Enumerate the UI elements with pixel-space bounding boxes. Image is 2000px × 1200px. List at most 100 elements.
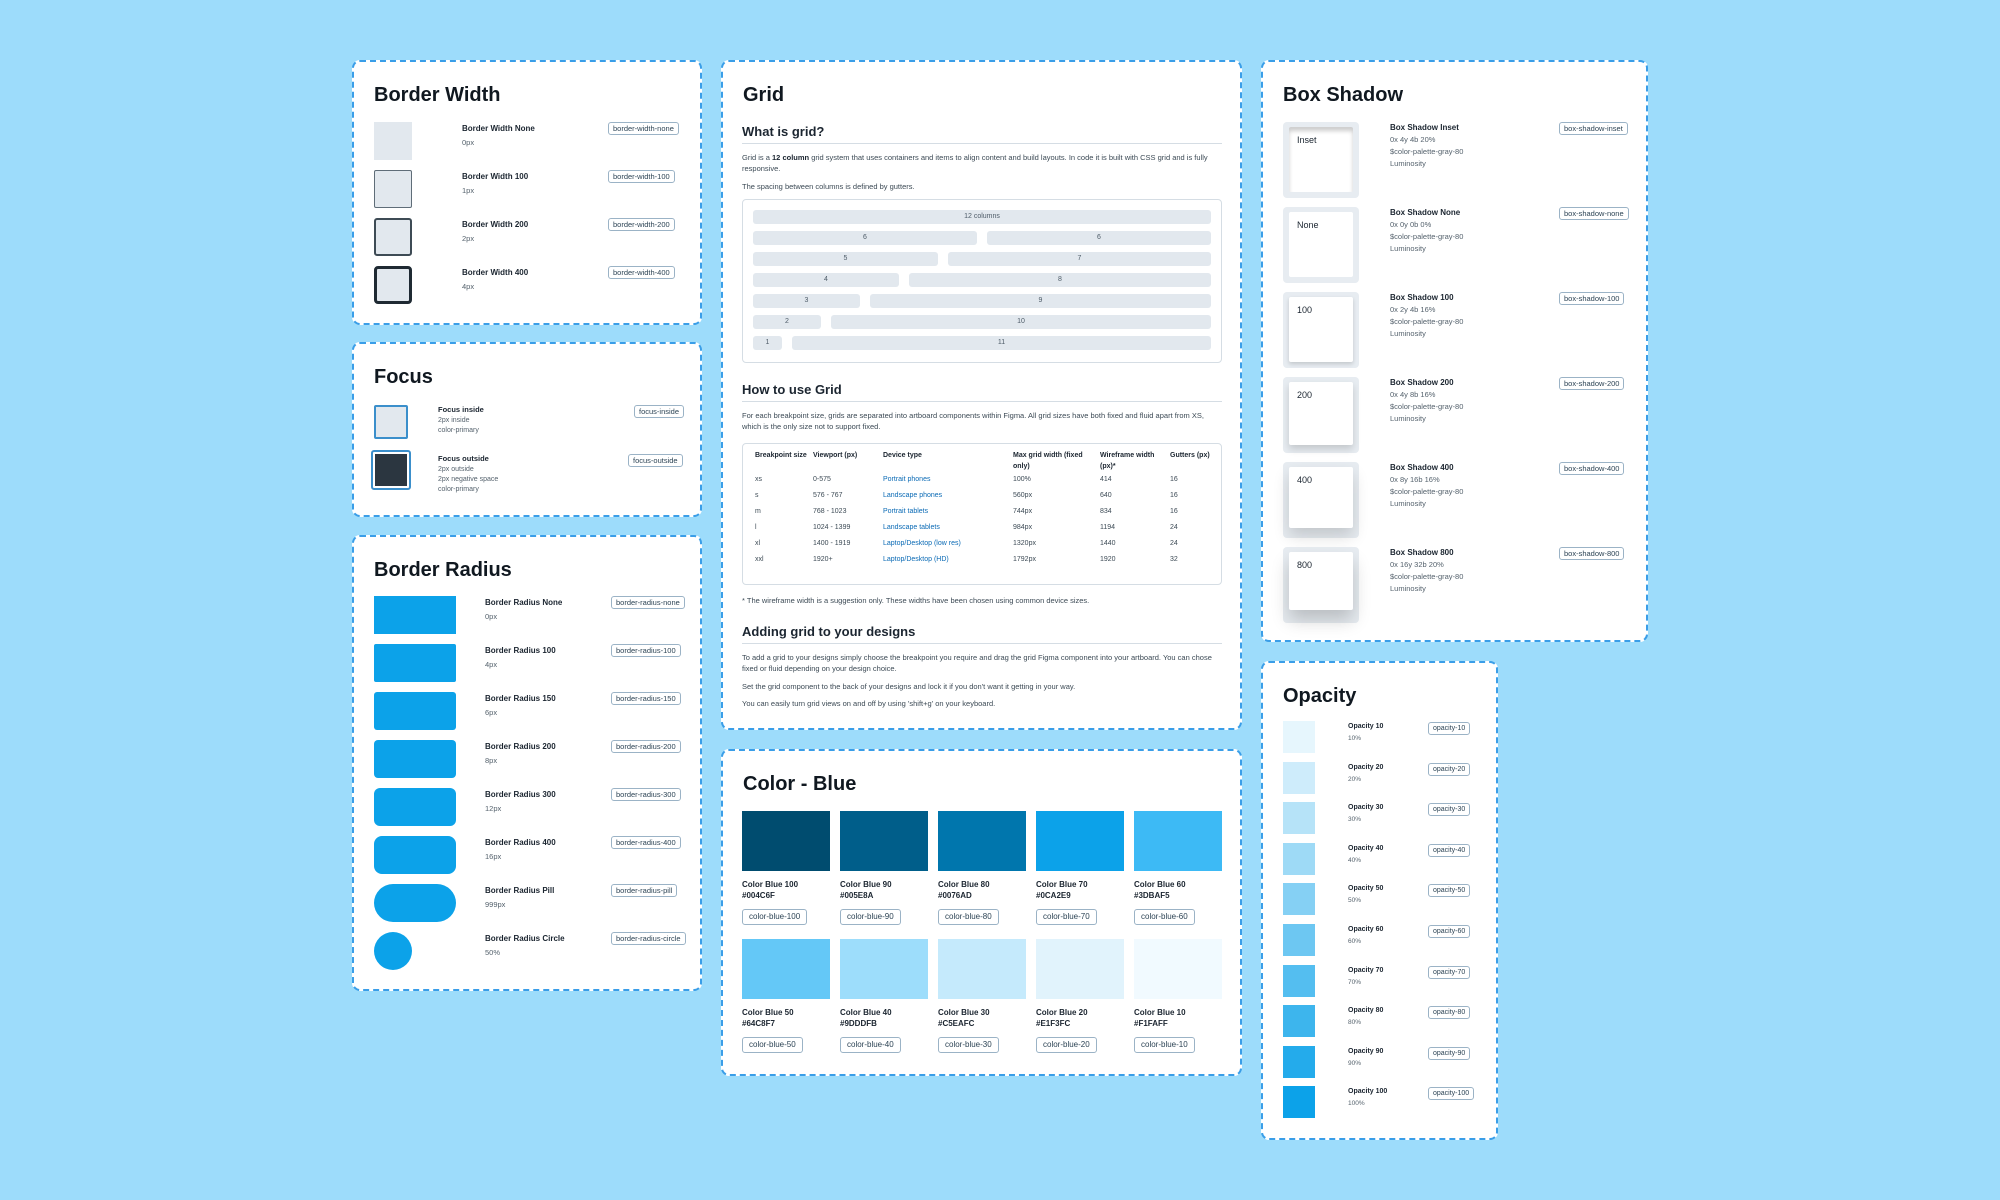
box-shadow-400-line-1: 0x 8y 16b 16% xyxy=(1390,475,1440,484)
table-cell: 1792px xyxy=(1013,556,1036,563)
box-shadow-800-line-1: 0x 16y 32b 20% xyxy=(1390,560,1444,569)
box-shadow-200-line-3: Luminosity xyxy=(1390,414,1426,423)
box-shadow-inset-label: Box Shadow Inset xyxy=(1390,123,1459,132)
focus-outside-label: Focus outside xyxy=(438,454,489,463)
box-shadow-none-swatch: None xyxy=(1283,207,1359,283)
color-blue-100-swatch xyxy=(742,811,830,871)
how-to-use-grid-divider xyxy=(742,401,1222,402)
box-shadow-400-label: Box Shadow 400 xyxy=(1390,463,1454,472)
border-radius-300-label: Border Radius 300 xyxy=(485,790,556,799)
opacity-title: Opacity xyxy=(1283,685,1357,707)
border-radius-200-swatch xyxy=(374,740,456,778)
box-shadow-title: Box Shadow xyxy=(1283,84,1404,106)
what-is-grid-heading: What is grid? xyxy=(742,124,825,139)
border-radius-circle-token: border-radius-circle xyxy=(611,932,686,945)
opacity-30-swatch xyxy=(1283,802,1315,835)
color-blue-80-hex: #0076AD xyxy=(938,891,972,900)
grid-bar-9: 9 xyxy=(870,294,1211,308)
table-cell: 1920+ xyxy=(813,556,833,563)
opacity-100-value: 100% xyxy=(1348,1100,1365,1108)
table-cell: 744px xyxy=(1013,508,1033,515)
box-shadow-400-line-2: $color-palette-gray-80 xyxy=(1390,487,1464,496)
color-blue-50-hex: #64C8F7 xyxy=(742,1019,775,1028)
border-radius-300-token: border-radius-300 xyxy=(611,788,681,801)
color-blue-70-name: Color Blue 70 xyxy=(1036,880,1088,889)
box-shadow-400-line-3: Luminosity xyxy=(1390,499,1426,508)
border-width-100-label: Border Width 100 xyxy=(462,172,529,181)
box-shadow-none-line-3: Luminosity xyxy=(1390,244,1426,253)
color-blue-80-swatch xyxy=(938,811,1026,871)
opacity-20-value: 20% xyxy=(1348,775,1362,783)
box-shadow-100-line-3: Luminosity xyxy=(1390,329,1426,338)
table-cell: xxl xyxy=(755,556,764,563)
border-width-card: Border Width Border Width None 0px borde… xyxy=(352,60,702,325)
table-cell: 0-575 xyxy=(813,476,831,483)
border-width-400-label: Border Width 400 xyxy=(462,268,529,277)
table-cell: 576 - 767 xyxy=(813,492,843,499)
col-max-grid-width: Max grid width (fixed only) xyxy=(1013,452,1083,470)
box-shadow-200-preview: 200 xyxy=(1289,382,1353,445)
border-width-none-swatch xyxy=(374,122,412,160)
what-is-grid-text-1: Grid is a 12 column grid system that use… xyxy=(742,153,1208,173)
opacity-60-token: opacity-60 xyxy=(1428,925,1471,938)
border-radius-100-swatch xyxy=(374,644,456,682)
grid-bar-1: 1 xyxy=(753,336,782,350)
grid-column-demo: 12 columns 6 6 5 7 4 8 3 9 2 10 1 11 xyxy=(742,199,1222,363)
box-shadow-none-preview: None xyxy=(1289,212,1353,277)
border-radius-400-value: 16px xyxy=(485,852,502,861)
box-shadow-100-token: box-shadow-100 xyxy=(1559,292,1625,305)
device-type-link[interactable]: Portrait tablets xyxy=(883,508,929,515)
grid-bar-4: 4 xyxy=(753,273,899,287)
table-cell: 1400 - 1919 xyxy=(813,540,851,547)
opacity-90-label: Opacity 90 xyxy=(1348,1047,1384,1055)
border-radius-300-swatch xyxy=(374,788,456,826)
box-shadow-100-line-1: 0x 2y 4b 16% xyxy=(1390,305,1436,314)
opacity-10-token: opacity-10 xyxy=(1428,722,1471,735)
device-type-link[interactable]: Portrait phones xyxy=(883,476,931,483)
box-shadow-100-label: Box Shadow 100 xyxy=(1390,293,1454,302)
box-shadow-none-line-1: 0x 0y 0b 0% xyxy=(1390,220,1432,229)
box-shadow-200-token: box-shadow-200 xyxy=(1559,377,1625,390)
table-cell: 100% xyxy=(1013,476,1031,483)
adding-grid-divider xyxy=(742,643,1222,644)
border-width-400-token: border-width-400 xyxy=(608,266,675,279)
device-type-link[interactable]: Landscape phones xyxy=(883,492,943,499)
border-width-none-label: Border Width None xyxy=(462,124,535,133)
border-radius-400-swatch xyxy=(374,836,456,874)
device-type-link[interactable]: Landscape tablets xyxy=(883,524,940,531)
box-shadow-100-preview: 100 xyxy=(1289,297,1353,362)
grid-bar-8: 8 xyxy=(909,273,1211,287)
box-shadow-100-line-2: $color-palette-gray-80 xyxy=(1390,317,1464,326)
border-width-200-value: 2px xyxy=(462,234,475,243)
border-radius-none-token: border-radius-none xyxy=(611,596,685,609)
box-shadow-none-token: box-shadow-none xyxy=(1559,207,1629,220)
device-type-link[interactable]: Laptop/Desktop (low res) xyxy=(883,540,961,547)
border-radius-circle-value: 50% xyxy=(485,948,501,957)
table-cell: 16 xyxy=(1170,476,1178,483)
opacity-90-value: 90% xyxy=(1348,1059,1362,1067)
focus-inside-line-2: color-primary xyxy=(438,427,479,434)
focus-outside-line-3: color-primary xyxy=(438,486,479,493)
grid-bar-7: 7 xyxy=(948,252,1211,266)
border-width-none-value: 0px xyxy=(462,138,475,147)
border-radius-100-label: Border Radius 100 xyxy=(485,646,556,655)
col-gutters: Gutters (px) xyxy=(1170,452,1210,459)
focus-inside-line-1: 2px inside xyxy=(438,417,470,424)
how-to-use-grid-text: For each breakpoint size, grids are sepa… xyxy=(742,411,1204,431)
border-radius-none-swatch xyxy=(374,596,456,634)
box-shadow-inset-line-2: $color-palette-gray-80 xyxy=(1390,147,1464,156)
opacity-90-token: opacity-90 xyxy=(1428,1046,1471,1060)
color-blue-20-token: color-blue-20 xyxy=(1036,1037,1097,1053)
box-shadow-200-line-2: $color-palette-gray-80 xyxy=(1390,402,1464,411)
border-radius-title: Border Radius xyxy=(374,559,512,581)
opacity-70-swatch xyxy=(1283,964,1315,997)
color-blue-60-name: Color Blue 60 xyxy=(1134,880,1186,889)
opacity-50-value: 50% xyxy=(1348,897,1362,905)
opacity-100-label: Opacity 100 xyxy=(1348,1088,1388,1096)
device-type-link[interactable]: Laptop/Desktop (HD) xyxy=(883,556,949,563)
table-cell: 768 - 1023 xyxy=(813,508,847,515)
table-cell: 16 xyxy=(1170,492,1178,499)
border-radius-pill-label: Border Radius Pill xyxy=(485,886,555,895)
color-blue-70-token: color-blue-70 xyxy=(1036,909,1097,925)
opacity-40-token: opacity-40 xyxy=(1428,843,1471,857)
